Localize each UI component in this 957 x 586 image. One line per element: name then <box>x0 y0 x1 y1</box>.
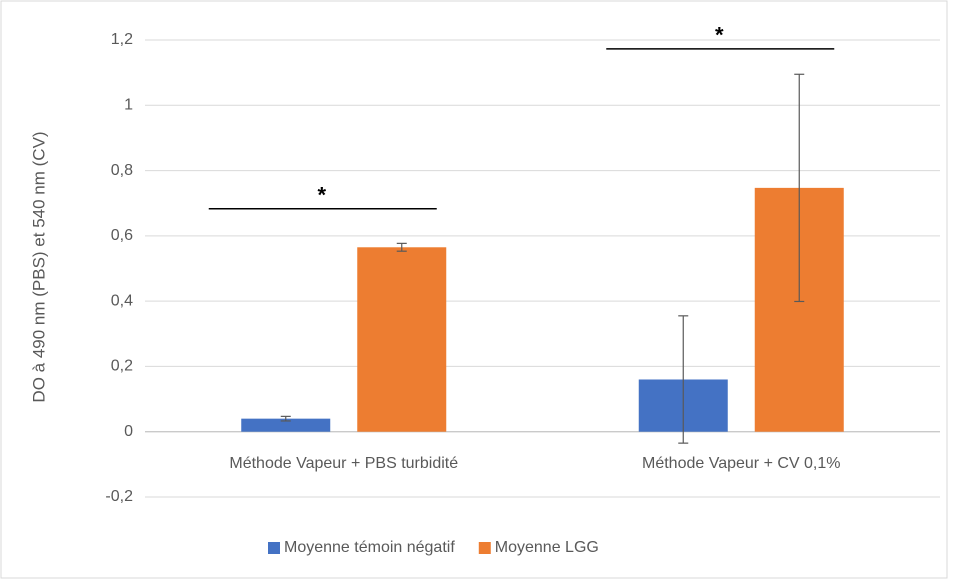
bar <box>241 418 331 432</box>
y-tick-label: 0 <box>124 423 133 440</box>
y-axis-label: DO à 490 nm (PBS) et 540 nm (CV) <box>29 131 48 402</box>
y-tick-label: 1 <box>124 97 133 114</box>
y-tick-label: 1,2 <box>111 31 133 48</box>
y-tick-label: 0,2 <box>111 358 133 375</box>
legend-swatch <box>478 542 491 554</box>
legend-label: Moyenne LGG <box>495 539 599 556</box>
bar <box>357 247 447 432</box>
y-tick-label: 0,4 <box>111 292 133 309</box>
y-tick-label: 0,6 <box>111 227 133 244</box>
legend-swatch <box>268 542 280 554</box>
x-tick-label: Méthode Vapeur + PBS turbidité <box>229 455 458 472</box>
legend-label: Moyenne témoin négatif <box>284 539 455 556</box>
y-tick-label: -0,2 <box>105 488 133 505</box>
significance-star: * <box>715 23 724 48</box>
y-tick-label: 0,8 <box>111 162 133 179</box>
significance-star: * <box>317 183 326 208</box>
x-tick-label: Méthode Vapeur + CV 0,1% <box>642 455 841 472</box>
